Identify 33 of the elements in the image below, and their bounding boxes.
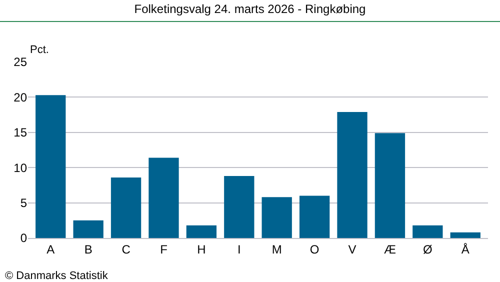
x-tick-label: O — [310, 242, 320, 256]
bar — [186, 225, 217, 238]
y-tick-label: 0 — [20, 231, 28, 246]
y-axis-title: Pct. — [30, 44, 49, 56]
y-tick-label: 10 — [14, 160, 28, 175]
text: © Danmarks Statistik — [5, 270, 108, 282]
x-tick-label: V — [348, 242, 356, 256]
bar — [148, 158, 179, 238]
bar — [224, 176, 254, 238]
y-tick-label: 20 — [14, 90, 28, 104]
x-tick-label: Æ — [384, 242, 396, 256]
chart-title: Folketingsvalg 24. marts 2026 - Ringkøbing — [133, 1, 367, 18]
x-tick-label: I — [237, 242, 241, 256]
x-tick-label: A — [46, 242, 55, 256]
bar — [412, 225, 443, 238]
bar — [73, 220, 104, 238]
bar — [110, 177, 142, 238]
bar — [337, 112, 368, 238]
x-tick-label: Å — [461, 242, 470, 256]
bar — [299, 196, 330, 238]
bar — [262, 197, 292, 238]
x-tick-label: H — [197, 242, 206, 256]
x-tick-label: M — [272, 242, 282, 256]
x-tick-label: Ø — [423, 242, 432, 256]
x-tick-label: F — [160, 242, 168, 256]
y-tick-label: 5 — [20, 196, 28, 210]
bar — [36, 95, 66, 238]
y-tick-label: 15 — [14, 126, 28, 140]
y-tick-label: 25 — [14, 55, 28, 70]
x-tick-label: B — [84, 242, 92, 256]
x-tick-label: C — [122, 242, 131, 256]
bar — [450, 232, 480, 238]
bar — [374, 133, 406, 238]
